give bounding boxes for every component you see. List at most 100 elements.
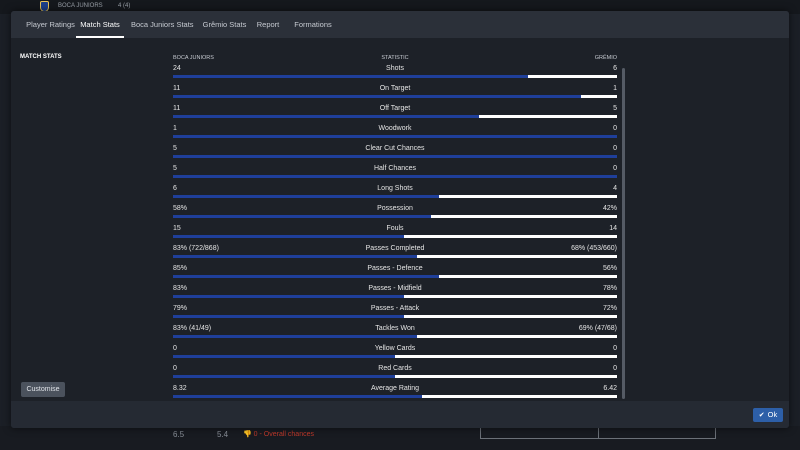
stat-comparison-bar — [173, 95, 617, 98]
stat-home-value: 24 — [173, 65, 181, 72]
stat-home-share-fill — [173, 135, 617, 138]
stat-home-value: 11 — [173, 105, 181, 112]
stat-away-value: 0 — [613, 125, 617, 132]
stat-away-value: 42% — [602, 205, 617, 212]
tab-bar: Player Ratings Match Stats Boca Juniors … — [11, 11, 789, 38]
stat-home-value: 83% — [173, 285, 188, 292]
stat-row: 83% Passes - Midfield 78% — [173, 284, 617, 304]
stat-row: 11 On Target 1 — [173, 84, 617, 104]
stat-row: 85% Passes - Defence 56% — [173, 264, 617, 284]
stat-home-share-fill — [173, 295, 404, 298]
stat-home-value: 58% — [173, 205, 188, 212]
stat-comparison-bar — [173, 395, 617, 398]
stat-label: Yellow Cards — [374, 345, 416, 352]
stat-away-value: 72% — [602, 305, 617, 312]
background-score: 4 (4) — [118, 3, 131, 9]
stat-away-value: 68% (453/660) — [571, 245, 617, 252]
stat-comparison-bar — [173, 215, 617, 218]
stat-away-value: 6 — [613, 65, 617, 72]
stat-home-value: 15 — [173, 225, 181, 232]
ok-label: Ok — [767, 410, 778, 419]
chances-text: 0 - Overall chances — [253, 431, 314, 438]
content-area: MATCH STATS — [11, 38, 789, 401]
stat-home-value: 8.32 — [173, 385, 187, 392]
tab-match-stats[interactable]: Match Stats — [76, 11, 124, 38]
background-header-strip — [0, 0, 800, 14]
background-rating-2: 5.4 — [217, 430, 229, 439]
stat-comparison-bar — [173, 295, 617, 298]
stat-row: 0 Red Cards 0 — [173, 364, 617, 384]
stat-comparison-bar — [173, 195, 617, 198]
tab-formations[interactable]: Formations — [294, 20, 332, 29]
stat-home-share-fill — [173, 195, 440, 198]
stat-row: 83% (41/49) Tackles Won 69% (47/68) — [173, 324, 617, 344]
stat-row: 24 Shots 6 — [173, 64, 617, 84]
background-team-name: BOCA JUNIORS — [58, 3, 103, 9]
stat-away-value: 56% — [602, 265, 617, 272]
stat-row: 11 Off Target 5 — [173, 104, 617, 124]
section-title: MATCH STATS — [20, 54, 62, 60]
stat-label: Off Target — [379, 105, 411, 112]
stat-row: 5 Clear Cut Chances 0 — [173, 144, 617, 164]
stat-comparison-bar — [173, 75, 617, 78]
stat-label: Fouls — [386, 225, 404, 232]
stat-comparison-bar — [173, 235, 617, 238]
stat-home-value: 83% (41/49) — [173, 325, 212, 332]
stat-label: Passes - Defence — [367, 265, 423, 272]
tab-gremio-stats[interactable]: Grêmio Stats — [202, 20, 247, 29]
stat-row: 1 Woodwork 0 — [173, 124, 617, 144]
scrollbar[interactable] — [622, 68, 625, 399]
stat-row: 6 Long Shots 4 — [173, 184, 617, 204]
stat-comparison-bar — [173, 335, 617, 338]
stat-label: Red Cards — [378, 365, 412, 372]
stat-away-value: 4 — [613, 185, 617, 192]
stat-away-value: 0 — [613, 165, 617, 172]
stat-home-value: 0 — [173, 345, 177, 352]
stat-label: Long Shots — [377, 185, 413, 192]
stat-row: 58% Possession 42% — [173, 204, 617, 224]
stat-home-share-fill — [173, 255, 418, 258]
stat-home-value: 0 — [173, 365, 177, 372]
stat-row: 83% (722/868) Passes Completed 68% (453/66… — [173, 244, 617, 264]
stat-label: Shots — [386, 65, 404, 72]
dialog-footer — [11, 401, 789, 428]
stat-away-value: 78% — [602, 285, 617, 292]
stat-home-value: 83% (722/868) — [173, 245, 219, 252]
stat-away-value: 69% (47/68) — [578, 325, 617, 332]
stat-comparison-bar — [173, 155, 617, 158]
stat-home-share-fill — [173, 335, 418, 338]
thumbs-down-icon: 👎 — [243, 431, 254, 438]
stat-home-share-fill — [173, 155, 617, 158]
stat-home-share-fill — [173, 115, 480, 118]
tab-player-ratings[interactable]: Player Ratings — [26, 20, 75, 29]
stat-home-value: 11 — [173, 85, 181, 92]
stat-label: Clear Cut Chances — [365, 145, 425, 152]
background-pitch-line — [598, 427, 599, 439]
match-stats-dialog: Player Ratings Match Stats Boca Juniors … — [11, 11, 789, 428]
customise-button[interactable]: Customise — [21, 382, 65, 397]
stat-home-share-fill — [173, 75, 529, 78]
stat-home-share-fill — [173, 375, 395, 378]
stat-label: Passes - Attack — [370, 305, 420, 312]
stat-home-share-fill — [173, 235, 404, 238]
stat-home-value: 85% — [173, 265, 188, 272]
ok-button[interactable]: ✔ Ok — [753, 408, 783, 422]
stat-home-share-fill — [173, 315, 404, 318]
tab-boca-juniors-stats[interactable]: Boca Juniors Stats — [131, 20, 194, 29]
tab-report[interactable]: Report — [256, 20, 280, 29]
stat-home-share-fill — [173, 355, 395, 358]
stat-label: Woodwork — [378, 125, 412, 132]
stat-comparison-bar — [173, 135, 617, 138]
stat-comparison-bar — [173, 375, 617, 378]
check-icon: ✔ — [758, 412, 765, 419]
stat-home-share-fill — [173, 395, 422, 398]
stat-row: 15 Fouls 14 — [173, 224, 617, 244]
background-rating-1: 6.5 — [173, 430, 185, 439]
stat-home-share-fill — [173, 175, 617, 178]
stat-label: Passes - Midfield — [368, 285, 422, 292]
stat-row: 8.32 Average Rating 6.42 — [173, 384, 617, 404]
header-away-team: GRÊMIO — [594, 55, 617, 61]
stat-away-value: 6.42 — [603, 385, 617, 392]
stat-away-value: 1 — [613, 85, 617, 92]
stat-home-value: 79% — [173, 305, 188, 312]
